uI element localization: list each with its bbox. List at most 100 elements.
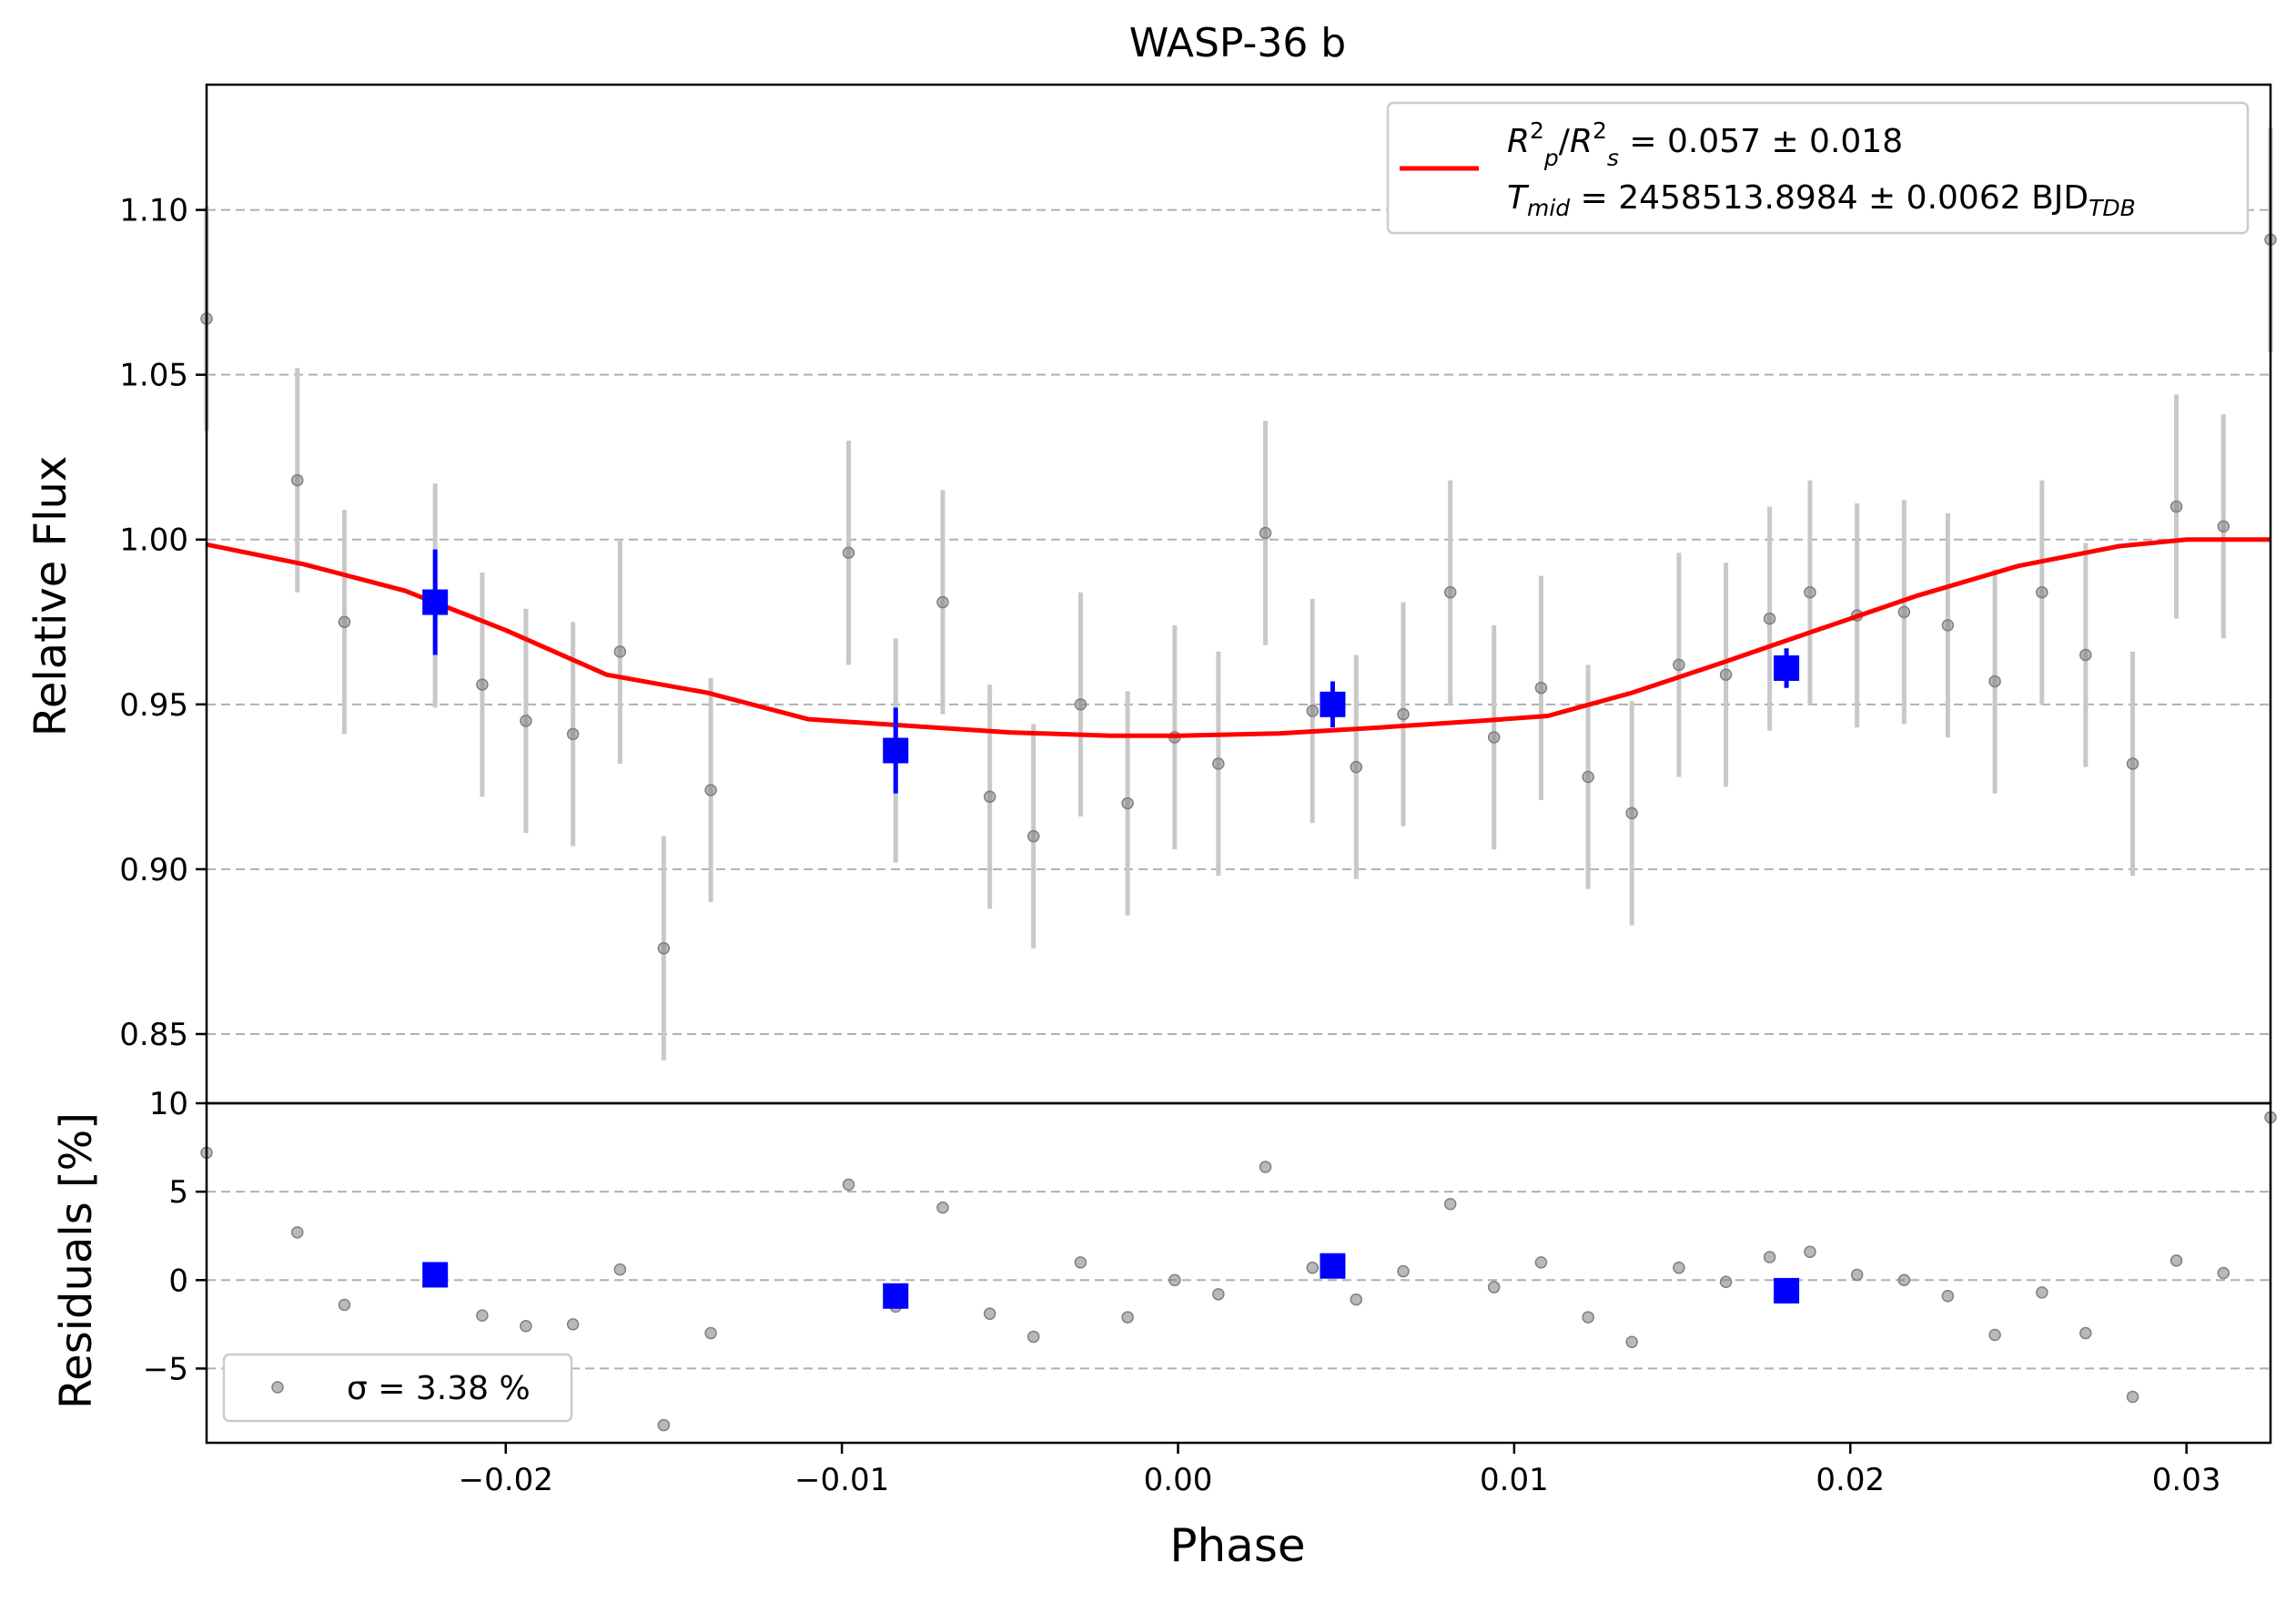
residual-point: [1350, 1293, 1363, 1306]
data-point: [936, 595, 949, 609]
data-point: [1259, 526, 1272, 540]
residual-point: [520, 1320, 532, 1333]
data-point: [613, 645, 627, 658]
y-tick-label-bottom: 5: [168, 1174, 188, 1211]
data-point: [1350, 760, 1363, 774]
data-point: [2079, 648, 2092, 662]
residual-point: [476, 1309, 489, 1322]
binned-point: [1320, 691, 1346, 717]
data-point: [704, 784, 717, 796]
data-point: [1074, 698, 1087, 711]
x-tick-label: 0.00: [1144, 1462, 1213, 1498]
residual-point: [1988, 1328, 2001, 1342]
data-point: [842, 546, 855, 559]
y-tick-label-top: 0.85: [119, 1017, 188, 1053]
residual-point: [613, 1263, 627, 1276]
binned-point: [883, 737, 909, 764]
residual-point: [2170, 1254, 2183, 1267]
residual-point: [1168, 1273, 1181, 1287]
data-point: [1763, 612, 1776, 625]
y-tick-label-bottom: −5: [143, 1351, 188, 1387]
data-point: [1941, 619, 1955, 632]
residual-point: [1443, 1197, 1457, 1211]
residual-point: [2217, 1266, 2230, 1280]
data-point: [1027, 829, 1040, 843]
data-point: [566, 727, 580, 741]
chart-title: WASP-36 b: [1129, 20, 1346, 66]
binned-residual-point: [883, 1283, 909, 1309]
residual-point: [1259, 1161, 1272, 1173]
data-point: [1534, 681, 1548, 695]
data-point: [1625, 807, 1638, 820]
residual-point: [2126, 1390, 2139, 1404]
model-curve: [206, 537, 2271, 738]
data-point: [1673, 658, 1685, 672]
y-axis-label-bottom: Residuals [%]: [51, 1112, 102, 1409]
data-point: [520, 715, 532, 727]
y-tick-label-top: 1.00: [119, 522, 188, 559]
residual-point: [1804, 1245, 1816, 1258]
residual-point: [1074, 1256, 1087, 1269]
data-point: [1988, 675, 2001, 688]
y-tick-label-bottom: 10: [149, 1086, 188, 1122]
residual-point: [1212, 1288, 1225, 1301]
residual-point: [1763, 1251, 1776, 1263]
x-axis-label: Phase: [1169, 1519, 1305, 1572]
data-point: [2170, 500, 2183, 513]
residual-point: [1673, 1261, 1685, 1274]
residual-point: [1121, 1311, 1134, 1324]
binned-point: [422, 589, 449, 615]
data-point: [657, 942, 671, 955]
data-point: [476, 678, 489, 691]
residual-point: [983, 1307, 996, 1320]
residual-point: [1850, 1268, 1864, 1282]
residual-point: [1582, 1311, 1594, 1324]
y-tick-label-top: 0.95: [119, 687, 188, 724]
y-axis-label-top: Relative Flux: [25, 456, 76, 737]
data-point: [2126, 757, 2139, 770]
data-point: [1306, 705, 1320, 717]
data-point: [338, 615, 351, 629]
residual-point: [290, 1226, 304, 1239]
data-point: [1582, 770, 1594, 784]
data-point: [2036, 585, 2048, 599]
x-tick-label: 0.02: [1816, 1462, 1885, 1498]
residual-point: [1397, 1264, 1410, 1278]
y-tick-label-top: 1.05: [119, 358, 188, 394]
residual-point: [1941, 1290, 1955, 1303]
residual-point: [657, 1418, 671, 1432]
legend-line-1: R2p/R2s = 0.057 ± 0.018: [1507, 117, 1903, 171]
residual-point: [338, 1298, 351, 1312]
data-point: [983, 790, 996, 803]
binned-point: [1774, 654, 1800, 681]
y-tick-label-top: 1.10: [119, 193, 188, 229]
residual-point: [936, 1201, 949, 1214]
legend-bottom: σ = 3.38 %: [222, 1353, 573, 1423]
residual-point: [566, 1318, 580, 1331]
data-point: [2217, 520, 2230, 533]
y-tick-label-bottom: 0: [168, 1263, 188, 1299]
legend-sigma-text: σ = 3.38 %: [347, 1370, 531, 1407]
residual-point: [1897, 1273, 1911, 1287]
residual-point: [2036, 1286, 2048, 1299]
legend-line-2: Tmid = 2458513.8984 ± 0.0062 BJDTDB: [1507, 179, 2136, 221]
residual-point: [842, 1178, 855, 1192]
data-point: [1397, 707, 1410, 721]
plot-frame-bottom: [205, 1101, 2272, 1445]
binned-residual-point: [1320, 1253, 1346, 1279]
binned-residual-point: [422, 1262, 449, 1288]
data-point: [1212, 757, 1225, 770]
residual-point: [1625, 1335, 1638, 1349]
data-point: [1897, 605, 1911, 619]
residual-point: [1719, 1275, 1733, 1288]
residual-point: [1534, 1256, 1548, 1269]
x-tick-label: −0.02: [459, 1462, 553, 1498]
residual-point: [2079, 1326, 2092, 1340]
data-point: [1719, 668, 1733, 681]
y-tick-label-top: 0.90: [119, 852, 188, 888]
data-point: [1804, 585, 1816, 599]
data-point: [1443, 585, 1457, 599]
residual-point: [704, 1326, 717, 1340]
data-point: [1487, 731, 1501, 744]
